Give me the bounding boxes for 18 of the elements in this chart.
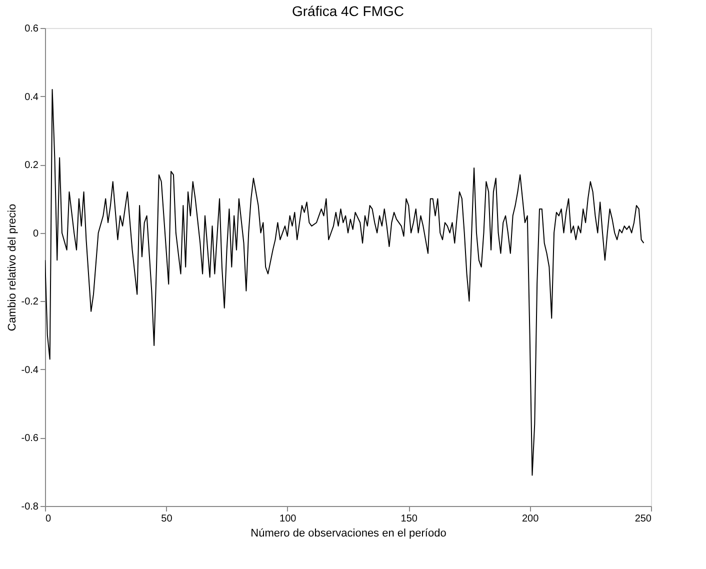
- y-tick-label: 0.2: [24, 160, 39, 172]
- x-axis-title: Número de observaciones en el período: [250, 528, 446, 540]
- y-tick-label: -0.8: [21, 502, 39, 512]
- x-tick-label: 150: [400, 514, 418, 524]
- x-tick-label: 0: [46, 514, 52, 524]
- x-tick-label: 50: [161, 514, 173, 524]
- y-tick-label: 0.4: [24, 92, 39, 103]
- chart-title: Gráfica 4C FMGC: [292, 3, 404, 19]
- x-tick-label: 250: [634, 514, 652, 524]
- line-series: [45, 88, 644, 476]
- y-axis-title: Cambio relativo del precio: [6, 204, 18, 332]
- x-tick-label: 200: [522, 514, 540, 524]
- y-tick-label: -0.4: [21, 364, 39, 376]
- x-tick-label: 100: [280, 514, 297, 524]
- y-tick-label: 0.6: [24, 24, 39, 34]
- y-tick-label: -0.2: [21, 296, 39, 308]
- y-tick-label: -0.6: [21, 433, 39, 444]
- y-tick-label: 0: [32, 228, 39, 240]
